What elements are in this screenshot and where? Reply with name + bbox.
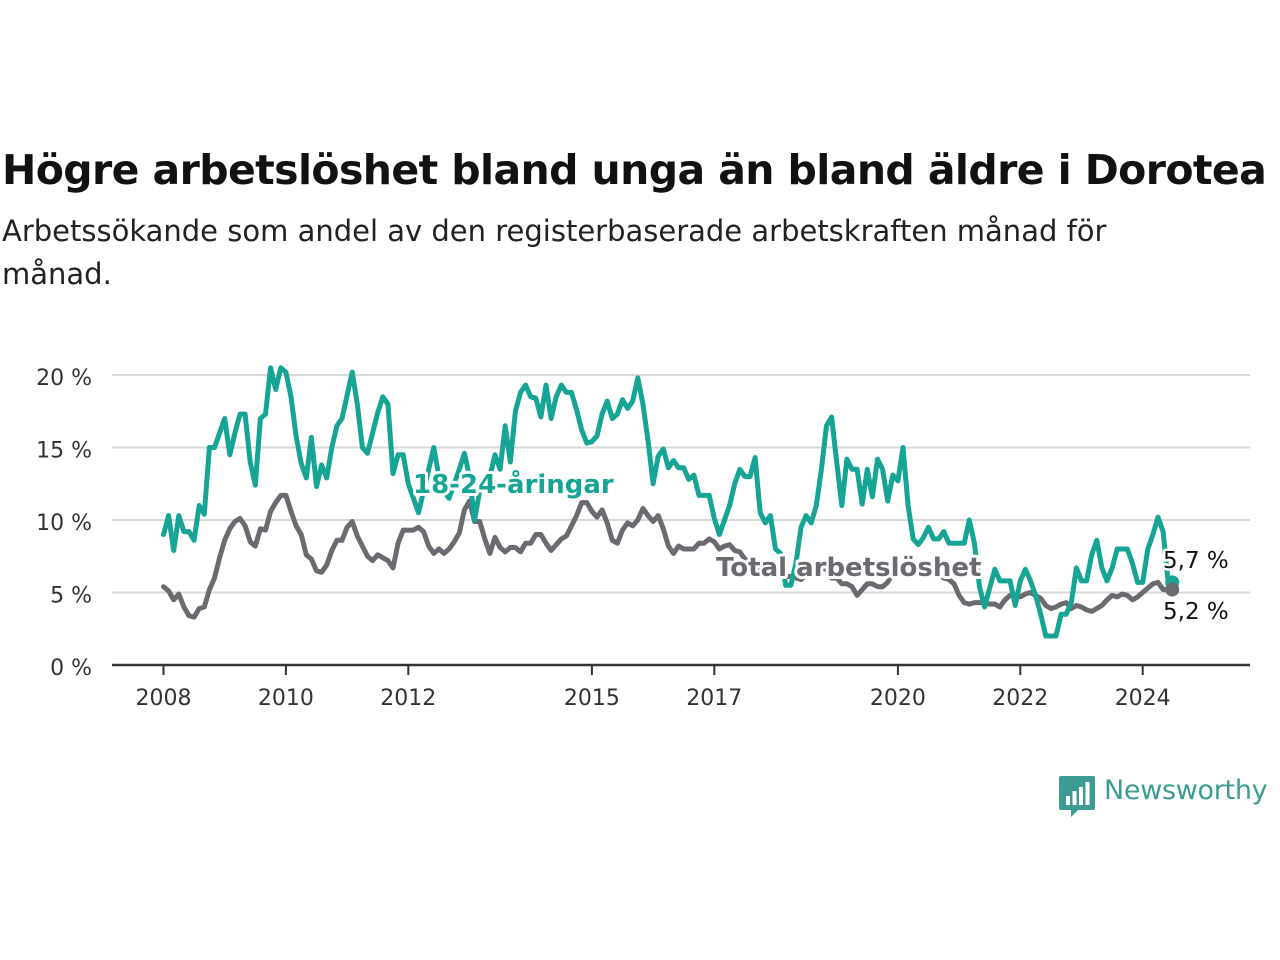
series-annotation: 18-24-åringar [413, 468, 614, 500]
y-tick-label: 5 % [50, 584, 92, 609]
x-tick-label: 2022 [992, 686, 1048, 711]
x-tick-label: 2012 [380, 686, 436, 711]
series-end-label: 5,2 % [1163, 599, 1229, 625]
x-tick-label: 2024 [1115, 686, 1171, 711]
chart-labels: 18-24-åringar Total arbetslöshet 5,7 % 5,2 … [410, 465, 1231, 628]
newsworthy-logo: Newsworthy [1058, 774, 1268, 820]
x-tick-label: 2008 [136, 686, 192, 711]
y-tick-label: 0 % [50, 656, 92, 681]
y-tick-label: 20 % [36, 366, 92, 391]
y-tick-label: 15 % [36, 439, 92, 464]
series-lines [161, 365, 1171, 639]
gridlines [112, 374, 1250, 667]
series-end-marker [1165, 582, 1180, 597]
brand-name: Newsworthy [1104, 775, 1268, 806]
series-end-label: 5,7 % [1163, 548, 1229, 574]
x-tick-label: 2010 [258, 686, 314, 711]
line-chart: 0 %5 %10 %15 %20 % 2008 2010 2012 2015 2017 2… [36, 365, 1250, 711]
chart-subtitle: Arbetssökande som andel av den registerb… [2, 214, 1107, 291]
y-tick-label: 10 % [36, 511, 92, 536]
x-tick-label: 2015 [564, 686, 620, 711]
chart-title: Högre arbetslöshet bland unga än bland ä… [2, 146, 1267, 194]
series-annotation: Total arbetslöshet [716, 553, 981, 583]
series-line [161, 365, 1171, 639]
x-tick-label: 2020 [870, 686, 926, 711]
series-line [161, 492, 1171, 620]
x-axis-ticks: 2008 2010 2012 2015 2017 2020 2022 2024 [136, 665, 1171, 711]
y-axis-ticks: 0 % 5 % 10 % 15 % 20 % [36, 366, 92, 681]
x-tick-label: 2017 [686, 686, 742, 711]
bar-chart-speech-bubble-icon [1059, 776, 1095, 817]
